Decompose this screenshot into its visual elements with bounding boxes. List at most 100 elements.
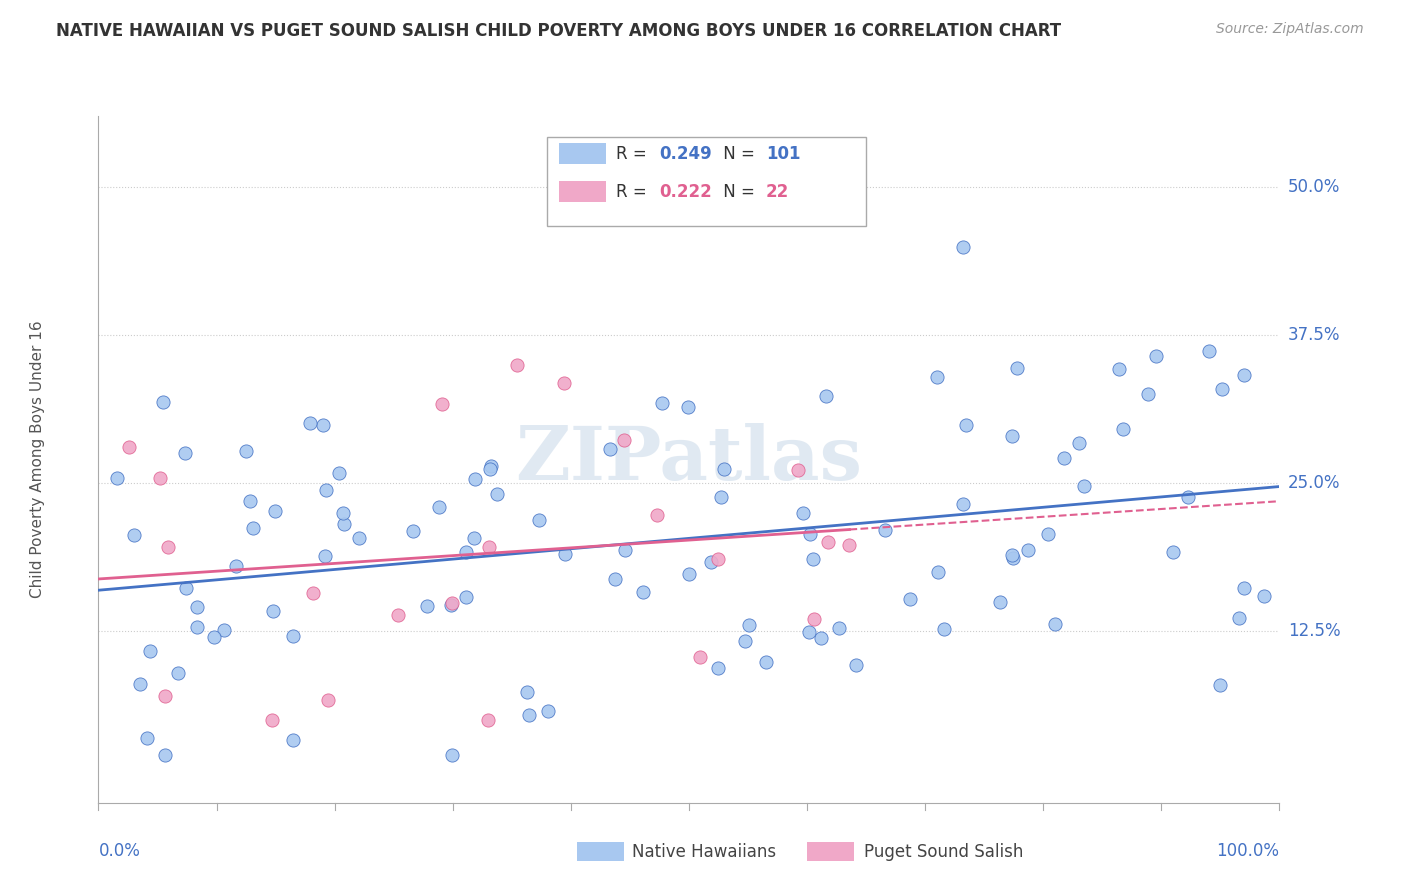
Point bbox=[167, 665, 190, 680]
Point bbox=[312, 418, 335, 433]
Point bbox=[506, 358, 529, 372]
Text: Puget Sound Salish: Puget Sound Salish bbox=[863, 843, 1024, 861]
Text: Child Poverty Among Boys Under 16: Child Poverty Among Boys Under 16 bbox=[30, 320, 45, 599]
Point bbox=[347, 531, 370, 545]
Point bbox=[676, 401, 699, 415]
Point bbox=[262, 604, 284, 618]
Point bbox=[799, 526, 821, 541]
Point bbox=[605, 572, 627, 586]
Point bbox=[1136, 387, 1159, 401]
Point bbox=[1253, 589, 1275, 603]
Point bbox=[651, 396, 673, 410]
Point bbox=[1073, 478, 1095, 492]
Text: 100.0%: 100.0% bbox=[1216, 842, 1279, 860]
Point bbox=[803, 612, 825, 626]
Text: 12.5%: 12.5% bbox=[1288, 622, 1340, 640]
Point bbox=[156, 540, 179, 554]
Point bbox=[1045, 617, 1067, 632]
Text: 37.5%: 37.5% bbox=[1288, 326, 1340, 344]
Point bbox=[645, 508, 668, 522]
Point bbox=[934, 622, 956, 636]
FancyBboxPatch shape bbox=[547, 136, 866, 226]
Text: 101: 101 bbox=[766, 145, 800, 162]
Text: 25.0%: 25.0% bbox=[1288, 474, 1340, 492]
Point bbox=[613, 543, 636, 558]
Point bbox=[149, 471, 172, 485]
Point bbox=[710, 490, 733, 504]
Point bbox=[1233, 581, 1256, 595]
Point bbox=[1227, 611, 1250, 625]
Point bbox=[1108, 362, 1130, 376]
Text: 0.0%: 0.0% bbox=[98, 842, 141, 860]
Point bbox=[633, 585, 655, 599]
Point bbox=[801, 551, 824, 566]
Point bbox=[242, 521, 264, 535]
Point bbox=[153, 748, 176, 763]
Point bbox=[402, 524, 425, 538]
Point bbox=[105, 471, 128, 485]
Point bbox=[786, 463, 808, 477]
Text: 22: 22 bbox=[766, 183, 789, 201]
Point bbox=[153, 690, 176, 704]
Point bbox=[427, 500, 450, 515]
FancyBboxPatch shape bbox=[807, 842, 855, 861]
Point bbox=[129, 677, 152, 691]
Point bbox=[519, 708, 541, 723]
Point bbox=[298, 416, 321, 430]
Text: Source: ZipAtlas.com: Source: ZipAtlas.com bbox=[1216, 22, 1364, 37]
Point bbox=[1017, 542, 1039, 557]
Point bbox=[214, 623, 236, 637]
Point bbox=[689, 649, 711, 664]
Point bbox=[1177, 490, 1199, 504]
FancyBboxPatch shape bbox=[576, 842, 624, 861]
Point bbox=[706, 552, 728, 566]
Point bbox=[479, 462, 502, 476]
Point bbox=[1038, 527, 1060, 541]
FancyBboxPatch shape bbox=[560, 144, 606, 164]
Text: 0.222: 0.222 bbox=[659, 183, 713, 201]
Point bbox=[1112, 422, 1135, 436]
Point bbox=[440, 598, 463, 612]
Point bbox=[479, 459, 502, 474]
Point bbox=[464, 472, 486, 486]
Point bbox=[440, 596, 463, 610]
Point bbox=[554, 548, 576, 562]
Point bbox=[734, 633, 756, 648]
Point bbox=[817, 535, 839, 549]
Point bbox=[316, 692, 339, 706]
Point bbox=[430, 397, 453, 411]
Point bbox=[927, 565, 949, 579]
Point bbox=[456, 545, 478, 559]
Point bbox=[454, 590, 477, 604]
Point bbox=[118, 440, 141, 454]
Text: 0.249: 0.249 bbox=[659, 145, 713, 162]
Point bbox=[599, 442, 621, 457]
Point bbox=[152, 394, 174, 409]
Point bbox=[302, 586, 325, 600]
Point bbox=[332, 506, 354, 520]
Point bbox=[328, 466, 350, 480]
Point bbox=[486, 486, 509, 500]
Point bbox=[186, 600, 208, 615]
Point bbox=[314, 549, 336, 563]
Point bbox=[315, 483, 337, 498]
Point bbox=[1001, 428, 1024, 442]
Text: R =: R = bbox=[616, 183, 652, 201]
Text: NATIVE HAWAIIAN VS PUGET SOUND SALISH CHILD POVERTY AMONG BOYS UNDER 16 CORRELAT: NATIVE HAWAIIAN VS PUGET SOUND SALISH CH… bbox=[56, 22, 1062, 40]
Point bbox=[952, 240, 974, 254]
Point bbox=[553, 376, 575, 391]
Point bbox=[828, 621, 851, 635]
Point bbox=[814, 389, 837, 403]
Point bbox=[738, 618, 761, 632]
Point bbox=[792, 506, 814, 520]
Point bbox=[1146, 349, 1168, 363]
Point bbox=[186, 620, 208, 634]
Text: Native Hawaiians: Native Hawaiians bbox=[633, 843, 776, 861]
Point bbox=[235, 444, 257, 458]
Point bbox=[707, 661, 730, 675]
FancyBboxPatch shape bbox=[560, 181, 606, 202]
Point bbox=[873, 524, 896, 538]
Point bbox=[1001, 548, 1024, 562]
Point bbox=[281, 733, 304, 747]
Point bbox=[124, 528, 146, 542]
